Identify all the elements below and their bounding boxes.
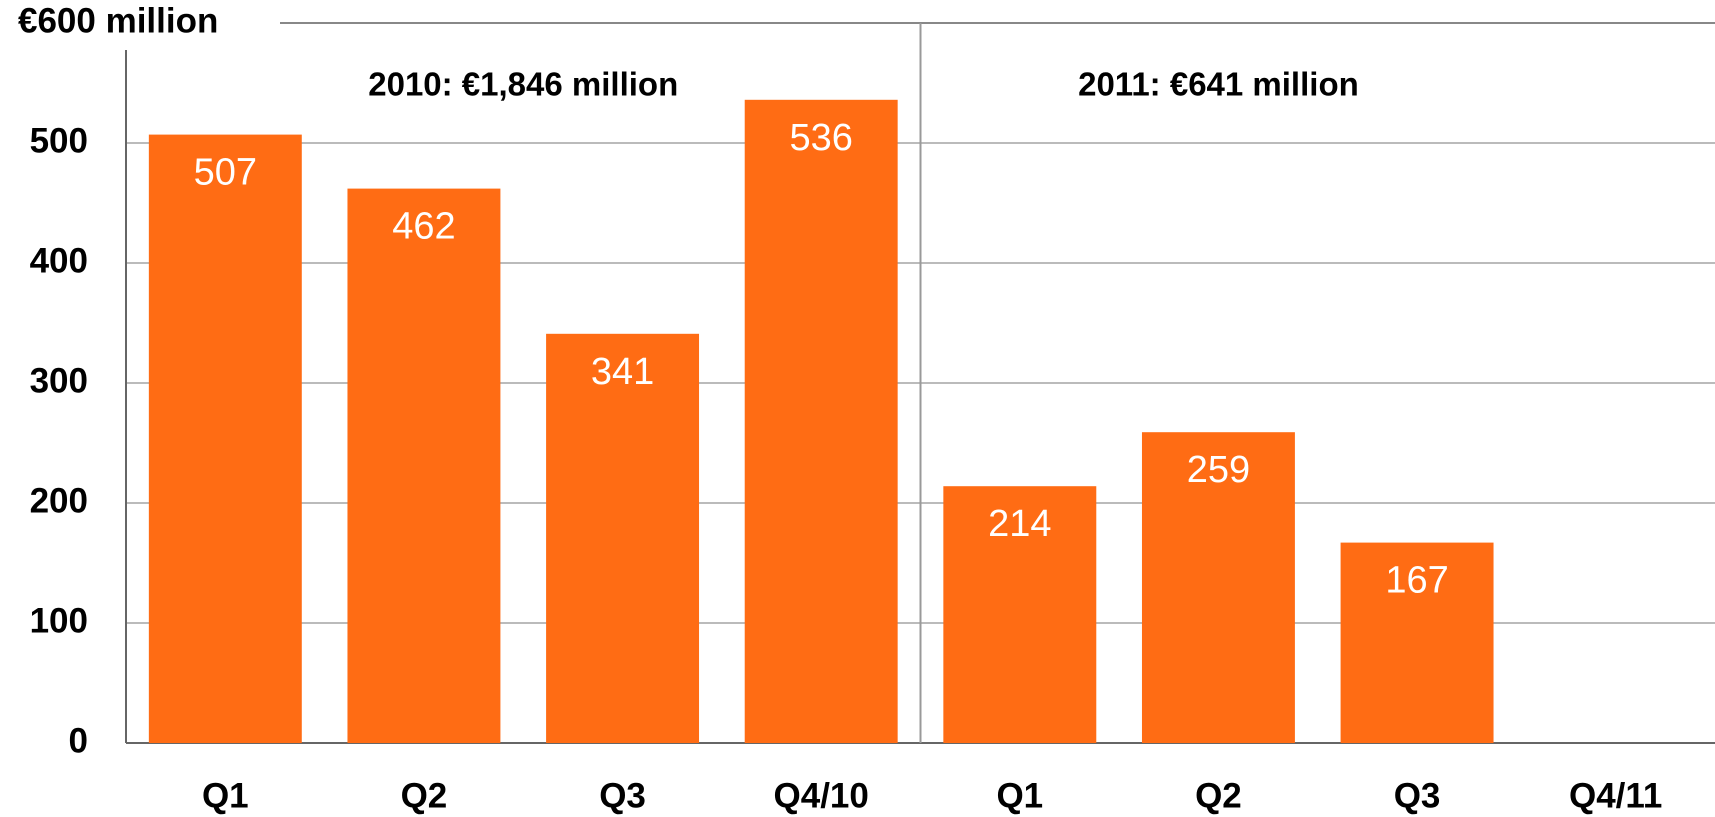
x-tick-label: Q3 [1394, 776, 1441, 815]
x-tick-label: Q1 [996, 776, 1043, 815]
value-label: 507 [194, 152, 257, 194]
bar [148, 134, 302, 744]
value-label: 259 [1187, 449, 1250, 491]
y-tick-label: 300 [30, 361, 88, 400]
annotation: 2011: €641 million [1078, 66, 1359, 103]
value-label: 462 [392, 206, 455, 248]
x-tick-label: Q2 [401, 776, 448, 815]
x-tick-label: Q1 [202, 776, 249, 815]
bar [744, 99, 898, 744]
y-tick-label: €600 million [18, 1, 218, 40]
x-tick-label: Q4/10 [774, 776, 869, 815]
bar [1340, 542, 1494, 743]
y-tick-label: 100 [30, 601, 88, 640]
bar [1141, 432, 1295, 743]
y-tick-label: 400 [30, 241, 88, 280]
y-tick-label: 0 [69, 721, 88, 760]
y-tick-label: 500 [30, 121, 88, 160]
x-tick-label: Q4/11 [1569, 776, 1662, 815]
y-tick-label: 200 [30, 481, 88, 520]
annotation: 2010: €1,846 million [368, 66, 678, 103]
x-tick-label: Q2 [1195, 776, 1242, 815]
value-label: 341 [591, 351, 654, 393]
value-label: 536 [789, 117, 852, 159]
x-tick-label: Q3 [599, 776, 646, 815]
value-label: 167 [1385, 560, 1448, 602]
bar [347, 188, 501, 744]
bar [546, 333, 700, 743]
bar [943, 486, 1097, 743]
value-label: 214 [988, 503, 1051, 545]
